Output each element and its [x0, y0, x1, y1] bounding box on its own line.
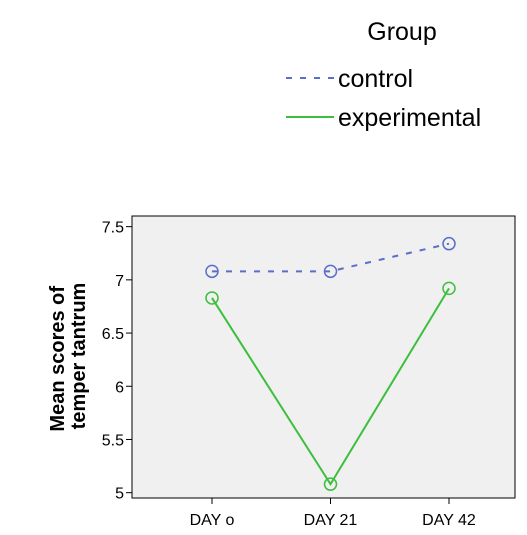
y-tick-label: 6.5 — [102, 326, 124, 343]
y-axis-label: Mean scores of temper tantrum — [47, 280, 90, 431]
x-tick-label: DAY 21 — [304, 512, 358, 529]
data-point-control — [442, 236, 456, 251]
y-tick-label: 7.5 — [102, 220, 124, 237]
legend-title: Group — [367, 18, 436, 46]
series-control — [205, 236, 456, 279]
series-experimental — [205, 281, 456, 491]
y-axis: 5 5.5 6 6.5 7 7.5 — [102, 220, 132, 503]
legend-label-experimental: experimental — [338, 104, 481, 132]
data-point-control — [323, 264, 338, 279]
x-tick-label: DAY 42 — [422, 512, 476, 529]
data-point-experimental — [205, 291, 219, 305]
plot-area — [131, 215, 516, 499]
data-point-experimental — [323, 477, 338, 491]
y-tick-label: 7 — [115, 273, 124, 290]
series-line-experimental — [211, 287, 450, 487]
data-point-experimental — [442, 281, 456, 296]
x-tick-label: DAY o — [190, 512, 235, 529]
y-tick-label: 5.5 — [102, 432, 124, 449]
x-axis: DAY o DAY 21 DAY 42 — [190, 498, 476, 529]
legend: Group control experimental — [286, 18, 481, 132]
y-axis-label-line-1: Mean scores of — [47, 286, 69, 432]
y-axis-label-line-2: temper tantrum — [68, 283, 90, 430]
series-line-control — [212, 242, 450, 273]
data-point-control — [205, 264, 219, 279]
series-layer — [205, 236, 456, 491]
legend-label-control: control — [338, 65, 413, 93]
y-tick-label: 5 — [115, 486, 124, 503]
y-tick-label: 6 — [115, 379, 124, 396]
